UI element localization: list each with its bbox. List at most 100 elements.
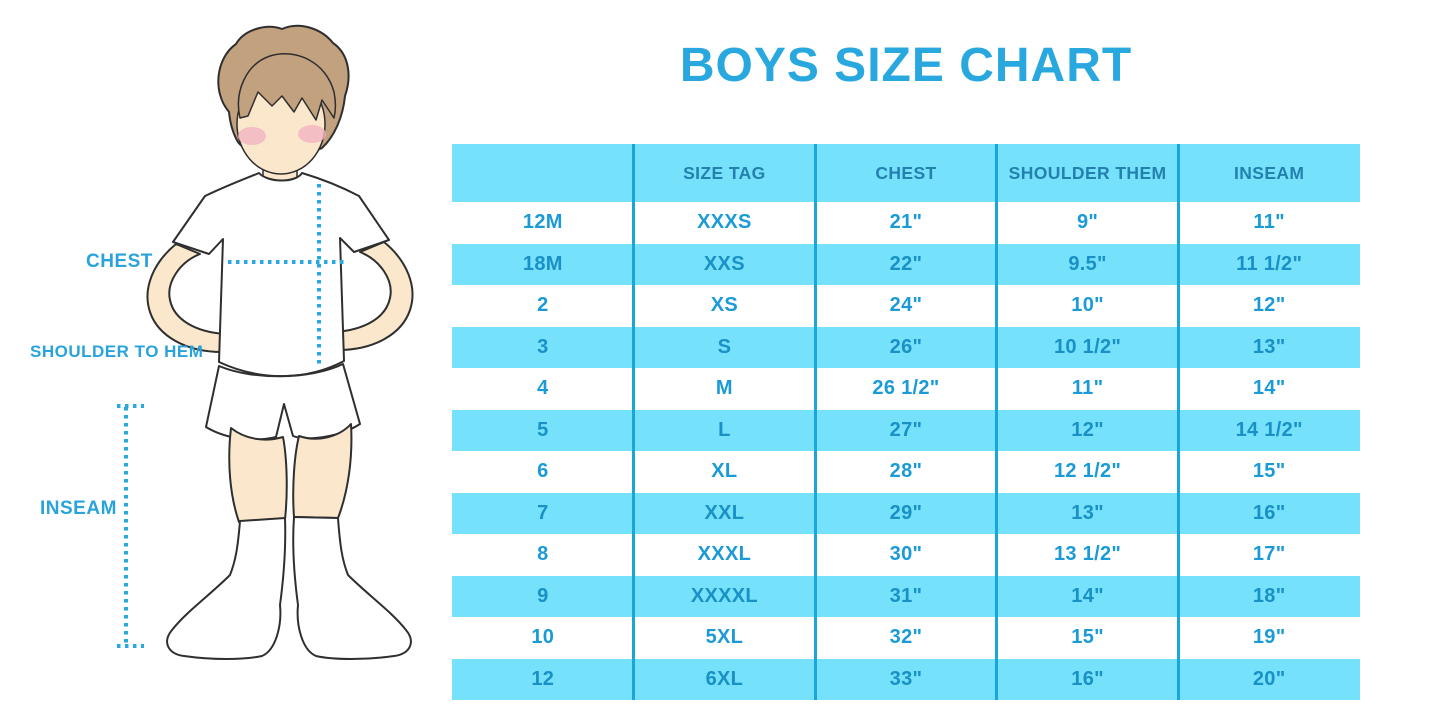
table-cell: 18" xyxy=(1252,584,1286,607)
boy-illustration xyxy=(117,24,414,660)
table-cell: 14" xyxy=(1071,584,1104,607)
table-cell: 22" xyxy=(889,252,923,275)
table-cell: 12 xyxy=(531,667,555,690)
table-cell: 13" xyxy=(1071,501,1104,524)
table-cell: 7 xyxy=(537,501,549,524)
table-cell: 9.5" xyxy=(1068,252,1107,275)
table-cell: XXS xyxy=(703,252,745,275)
boy-shorts xyxy=(205,363,361,441)
table-cell: XXXS xyxy=(697,211,752,234)
table-row: 6 XL 28" 12 1/2" 15" xyxy=(452,451,1360,493)
table-cell: XXXXL xyxy=(690,584,758,607)
table-cell: 6XL xyxy=(705,667,744,690)
table-cell: 5XL xyxy=(705,626,744,649)
table-cell: 14 1/2" xyxy=(1235,418,1303,441)
shoulder-to-hem-label: SHOULDER TO HEM xyxy=(30,342,204,361)
table-row: 2 XS 24" 10" 12" xyxy=(452,285,1360,327)
table-cell: 29" xyxy=(889,501,923,524)
table-cell: 12" xyxy=(1252,294,1286,317)
table-cell: 14" xyxy=(1252,377,1286,400)
column-divider xyxy=(1176,144,1180,700)
table-cell: 12 1/2" xyxy=(1053,460,1122,483)
table-cell: 9 xyxy=(537,584,549,607)
table-row: 12 6XL 33" 16" 20" xyxy=(452,658,1360,700)
table-cell: 12M xyxy=(522,211,563,234)
table-cell: 21" xyxy=(889,211,923,234)
boy-right-arm xyxy=(334,241,414,351)
header-cell-shoulder: SHOULDER THEM xyxy=(1008,162,1167,183)
table-cell: 20" xyxy=(1252,667,1286,690)
boy-left-leg xyxy=(228,427,288,523)
boy-hair-fringe xyxy=(237,53,337,121)
boy-left-sock xyxy=(166,517,287,660)
table-cell: 27" xyxy=(889,418,923,441)
table-cell: 10" xyxy=(1071,294,1104,317)
table-cell: XXL xyxy=(704,501,745,524)
table-cell: 32" xyxy=(889,626,923,649)
table-row: 5 L 27" 12" 14 1/2" xyxy=(452,409,1360,451)
table-cell: 10 1/2" xyxy=(1053,335,1122,358)
table-cell: 16" xyxy=(1252,501,1286,524)
table-cell: 10 xyxy=(531,626,555,649)
table-cell: 31" xyxy=(889,584,923,607)
table-row: 12M XXXS 21" 9" 11" xyxy=(452,202,1360,244)
table-cell: 9" xyxy=(1076,211,1099,234)
page-title: BOYS SIZE CHART xyxy=(679,39,1133,92)
table-row: 8 XXXL 30" 13 1/2" 17" xyxy=(452,534,1360,576)
column-divider xyxy=(813,144,817,700)
table-cell: 11" xyxy=(1071,377,1104,400)
table-cell: 5 xyxy=(537,418,549,441)
table-row: 18M XXS 22" 9.5" 11 1/2" xyxy=(452,243,1360,285)
table-cell: XL xyxy=(711,460,738,483)
table-cell: 11" xyxy=(1253,211,1285,234)
column-divider xyxy=(632,144,636,700)
table-cell: 33" xyxy=(889,667,923,690)
size-table-body: 12M XXXS 21" 9" 11" 18M XXS 22" 9.5" 11 1/2" 2 XS 24… xyxy=(452,202,1360,700)
table-cell: 28" xyxy=(889,460,923,483)
table-cell: XS xyxy=(710,294,739,317)
table-cell: 19" xyxy=(1252,626,1286,649)
table-cell: 11 1/2" xyxy=(1236,252,1303,275)
boy-left-arm xyxy=(146,243,226,353)
table-cell: 30" xyxy=(889,543,923,566)
table-cell: XXXL xyxy=(697,543,752,566)
inseam-label: INSEAM xyxy=(40,498,117,519)
table-header-row: SIZE TAG CHEST SHOULDER THEM INSEAM xyxy=(452,144,1360,202)
table-cell: 15" xyxy=(1252,460,1286,483)
boy-blush-left xyxy=(238,127,266,145)
table-row: 9 XXXXL 31" 14" 18" xyxy=(452,575,1360,617)
table-row: 3 S 26" 10 1/2" 13" xyxy=(452,326,1360,368)
table-cell: 2 xyxy=(537,294,549,317)
boy-right-sock xyxy=(292,516,412,660)
table-cell: 6 xyxy=(537,460,549,483)
table-cell: L xyxy=(718,418,731,441)
size-table: SIZE TAG CHEST SHOULDER THEM INSEAM 12M X… xyxy=(452,144,1360,700)
table-row: 7 XXL 29" 13" 16" xyxy=(452,492,1360,534)
table-cell: 24" xyxy=(889,294,923,317)
table-cell: M xyxy=(715,377,733,400)
boy-tshirt xyxy=(172,172,390,378)
table-cell: 8 xyxy=(537,543,549,566)
header-cell-size-tag: SIZE TAG xyxy=(683,162,766,183)
table-cell: 13 1/2" xyxy=(1053,543,1122,566)
boy-right-leg xyxy=(292,423,353,519)
table-cell: 17" xyxy=(1252,543,1286,566)
column-divider xyxy=(995,144,999,700)
table-cell: 12" xyxy=(1071,418,1104,441)
table-cell: 26 1/2" xyxy=(872,377,940,400)
header-cell-inseam: INSEAM xyxy=(1233,162,1305,183)
table-cell: 4 xyxy=(537,377,549,400)
table-cell: 16" xyxy=(1071,667,1104,690)
table-cell: 3 xyxy=(537,335,549,358)
header-cell-chest: CHEST xyxy=(875,162,937,183)
boy-blush-right xyxy=(298,125,326,143)
chest-label: CHEST xyxy=(86,251,153,272)
table-cell: 13" xyxy=(1252,335,1286,358)
table-cell: 15" xyxy=(1071,626,1104,649)
table-cell: 26" xyxy=(889,335,923,358)
table-cell: S xyxy=(717,335,732,358)
table-cell: 18M xyxy=(522,252,563,275)
table-row: 4 M 26 1/2" 11" 14" xyxy=(452,368,1360,410)
table-row: 10 5XL 32" 15" 19" xyxy=(452,617,1360,659)
